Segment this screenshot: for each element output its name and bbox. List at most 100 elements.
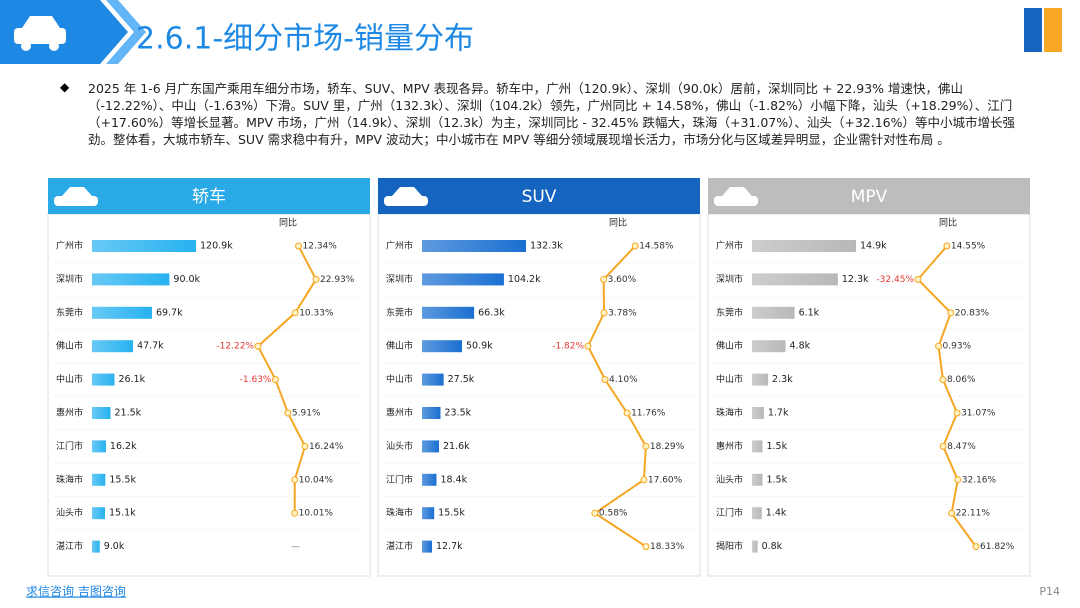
bar <box>422 240 526 252</box>
yoy-label: 10.04% <box>299 475 334 485</box>
category-label: 揭阳市 <box>716 540 743 552</box>
bar-value-label: 66.3k <box>478 307 505 318</box>
category-label: 东莞市 <box>386 306 413 318</box>
yoy-point <box>301 442 309 450</box>
yoy-label: 5.91% <box>292 409 321 419</box>
yoy-label: 0.93% <box>943 342 972 352</box>
category-label: 中山市 <box>56 373 83 385</box>
yoy-point <box>631 242 639 250</box>
bar-value-label: 1.5k <box>766 441 787 452</box>
yoy-point <box>939 376 947 384</box>
bar-value-label: 1.4k <box>766 508 787 519</box>
bar-value-label: 104.2k <box>508 274 541 285</box>
panel-box <box>47 213 371 577</box>
bar-value-label: 15.5k <box>109 474 136 485</box>
bar-value-label: 1.5k <box>766 474 787 485</box>
yoy-point <box>591 509 599 517</box>
bar-value-label: 9.0k <box>104 541 125 552</box>
yoy-point <box>291 476 299 484</box>
yoy-label: 8.47% <box>947 442 976 452</box>
category-label: 佛山市 <box>716 340 743 352</box>
bar <box>422 273 504 286</box>
bar <box>752 240 856 252</box>
category-label: 江门市 <box>716 507 743 519</box>
bar-value-label: 69.7k <box>156 307 183 318</box>
panel-box <box>377 213 701 577</box>
bar-value-label: 4.8k <box>790 341 811 352</box>
panel-header <box>378 178 700 214</box>
yoy-label: -32.45% <box>876 275 914 285</box>
yoy-point <box>312 275 320 283</box>
category-label: 中山市 <box>716 373 743 385</box>
yoy-label: 14.58% <box>639 242 674 252</box>
yoy-point <box>291 509 299 517</box>
category-label: 广州市 <box>716 240 743 252</box>
category-label: 广州市 <box>56 240 83 252</box>
bar-value-label: 18.4k <box>440 474 467 485</box>
yoy-point <box>600 309 608 317</box>
bar-value-label: 1.7k <box>768 408 789 419</box>
page-number: P14 <box>1039 585 1060 598</box>
category-label: 佛山市 <box>386 340 413 352</box>
bar-value-label: 21.5k <box>114 408 141 419</box>
yoy-point <box>935 342 943 350</box>
car-icon <box>14 16 66 51</box>
icon-part <box>714 196 758 206</box>
bar-value-label: 50.9k <box>466 341 493 352</box>
panel-title: SUV <box>522 187 557 207</box>
bar-value-label: 6.1k <box>799 307 820 318</box>
yoy-label: 10.33% <box>299 308 334 318</box>
bar <box>752 540 758 553</box>
bar-value-label: 15.5k <box>438 508 465 519</box>
bar-value-label: 132.3k <box>530 241 563 252</box>
yoy-label: 0.58% <box>599 509 628 519</box>
category-label: 佛山市 <box>56 340 83 352</box>
category-label: 汕头市 <box>716 473 743 485</box>
panel-car-icon <box>54 187 98 206</box>
icon-part <box>62 187 92 196</box>
yoy-point <box>642 543 650 551</box>
yoy-point <box>972 543 980 551</box>
yoy-label: 8.06% <box>947 375 976 385</box>
bar <box>92 407 111 419</box>
bar <box>422 373 444 386</box>
yoy-point <box>295 242 303 250</box>
bar <box>422 340 463 353</box>
yoy-label: 12.34% <box>303 242 338 252</box>
category-label: 汕头市 <box>56 507 83 519</box>
yoy-label: 31.07% <box>961 409 996 419</box>
bar <box>422 407 441 419</box>
bar-value-label: 21.6k <box>443 441 470 452</box>
yoy-label: 20.83% <box>955 308 990 318</box>
category-label: 东莞市 <box>716 306 743 318</box>
yoy-label: 32.16% <box>962 475 997 485</box>
bar <box>92 373 115 386</box>
bar <box>422 540 432 553</box>
yoy-point <box>584 342 592 350</box>
bar <box>92 540 100 553</box>
yoy-label: 22.93% <box>320 275 355 285</box>
bar-value-label: 14.9k <box>860 241 887 252</box>
yoy-point <box>948 509 956 517</box>
yoy-point <box>601 376 609 384</box>
panel-car-icon <box>714 187 758 206</box>
yoy-label: 10.01% <box>299 509 334 519</box>
bullet: ◆ <box>60 80 70 94</box>
yoy-point <box>271 376 279 384</box>
bar <box>92 440 106 453</box>
yoy-label: 4.10% <box>609 375 638 385</box>
bar-value-label: 90.0k <box>173 274 200 285</box>
panel-header <box>708 178 1030 214</box>
bar-value-label: 120.9k <box>200 241 233 252</box>
yoy-label: -1.82% <box>552 342 584 352</box>
category-label: 中山市 <box>386 373 413 385</box>
yoy-label: -12.22% <box>216 342 254 352</box>
category-label: 江门市 <box>56 440 83 452</box>
yoy-label: 22.11% <box>956 509 991 519</box>
bar <box>752 507 762 520</box>
yoy-label: 3.78% <box>608 308 637 318</box>
yoy-label: -1.63% <box>240 375 272 385</box>
footer-links[interactable]: 求信咨询 吉图咨询 <box>26 584 126 599</box>
yoy-label: 16.24% <box>309 442 344 452</box>
